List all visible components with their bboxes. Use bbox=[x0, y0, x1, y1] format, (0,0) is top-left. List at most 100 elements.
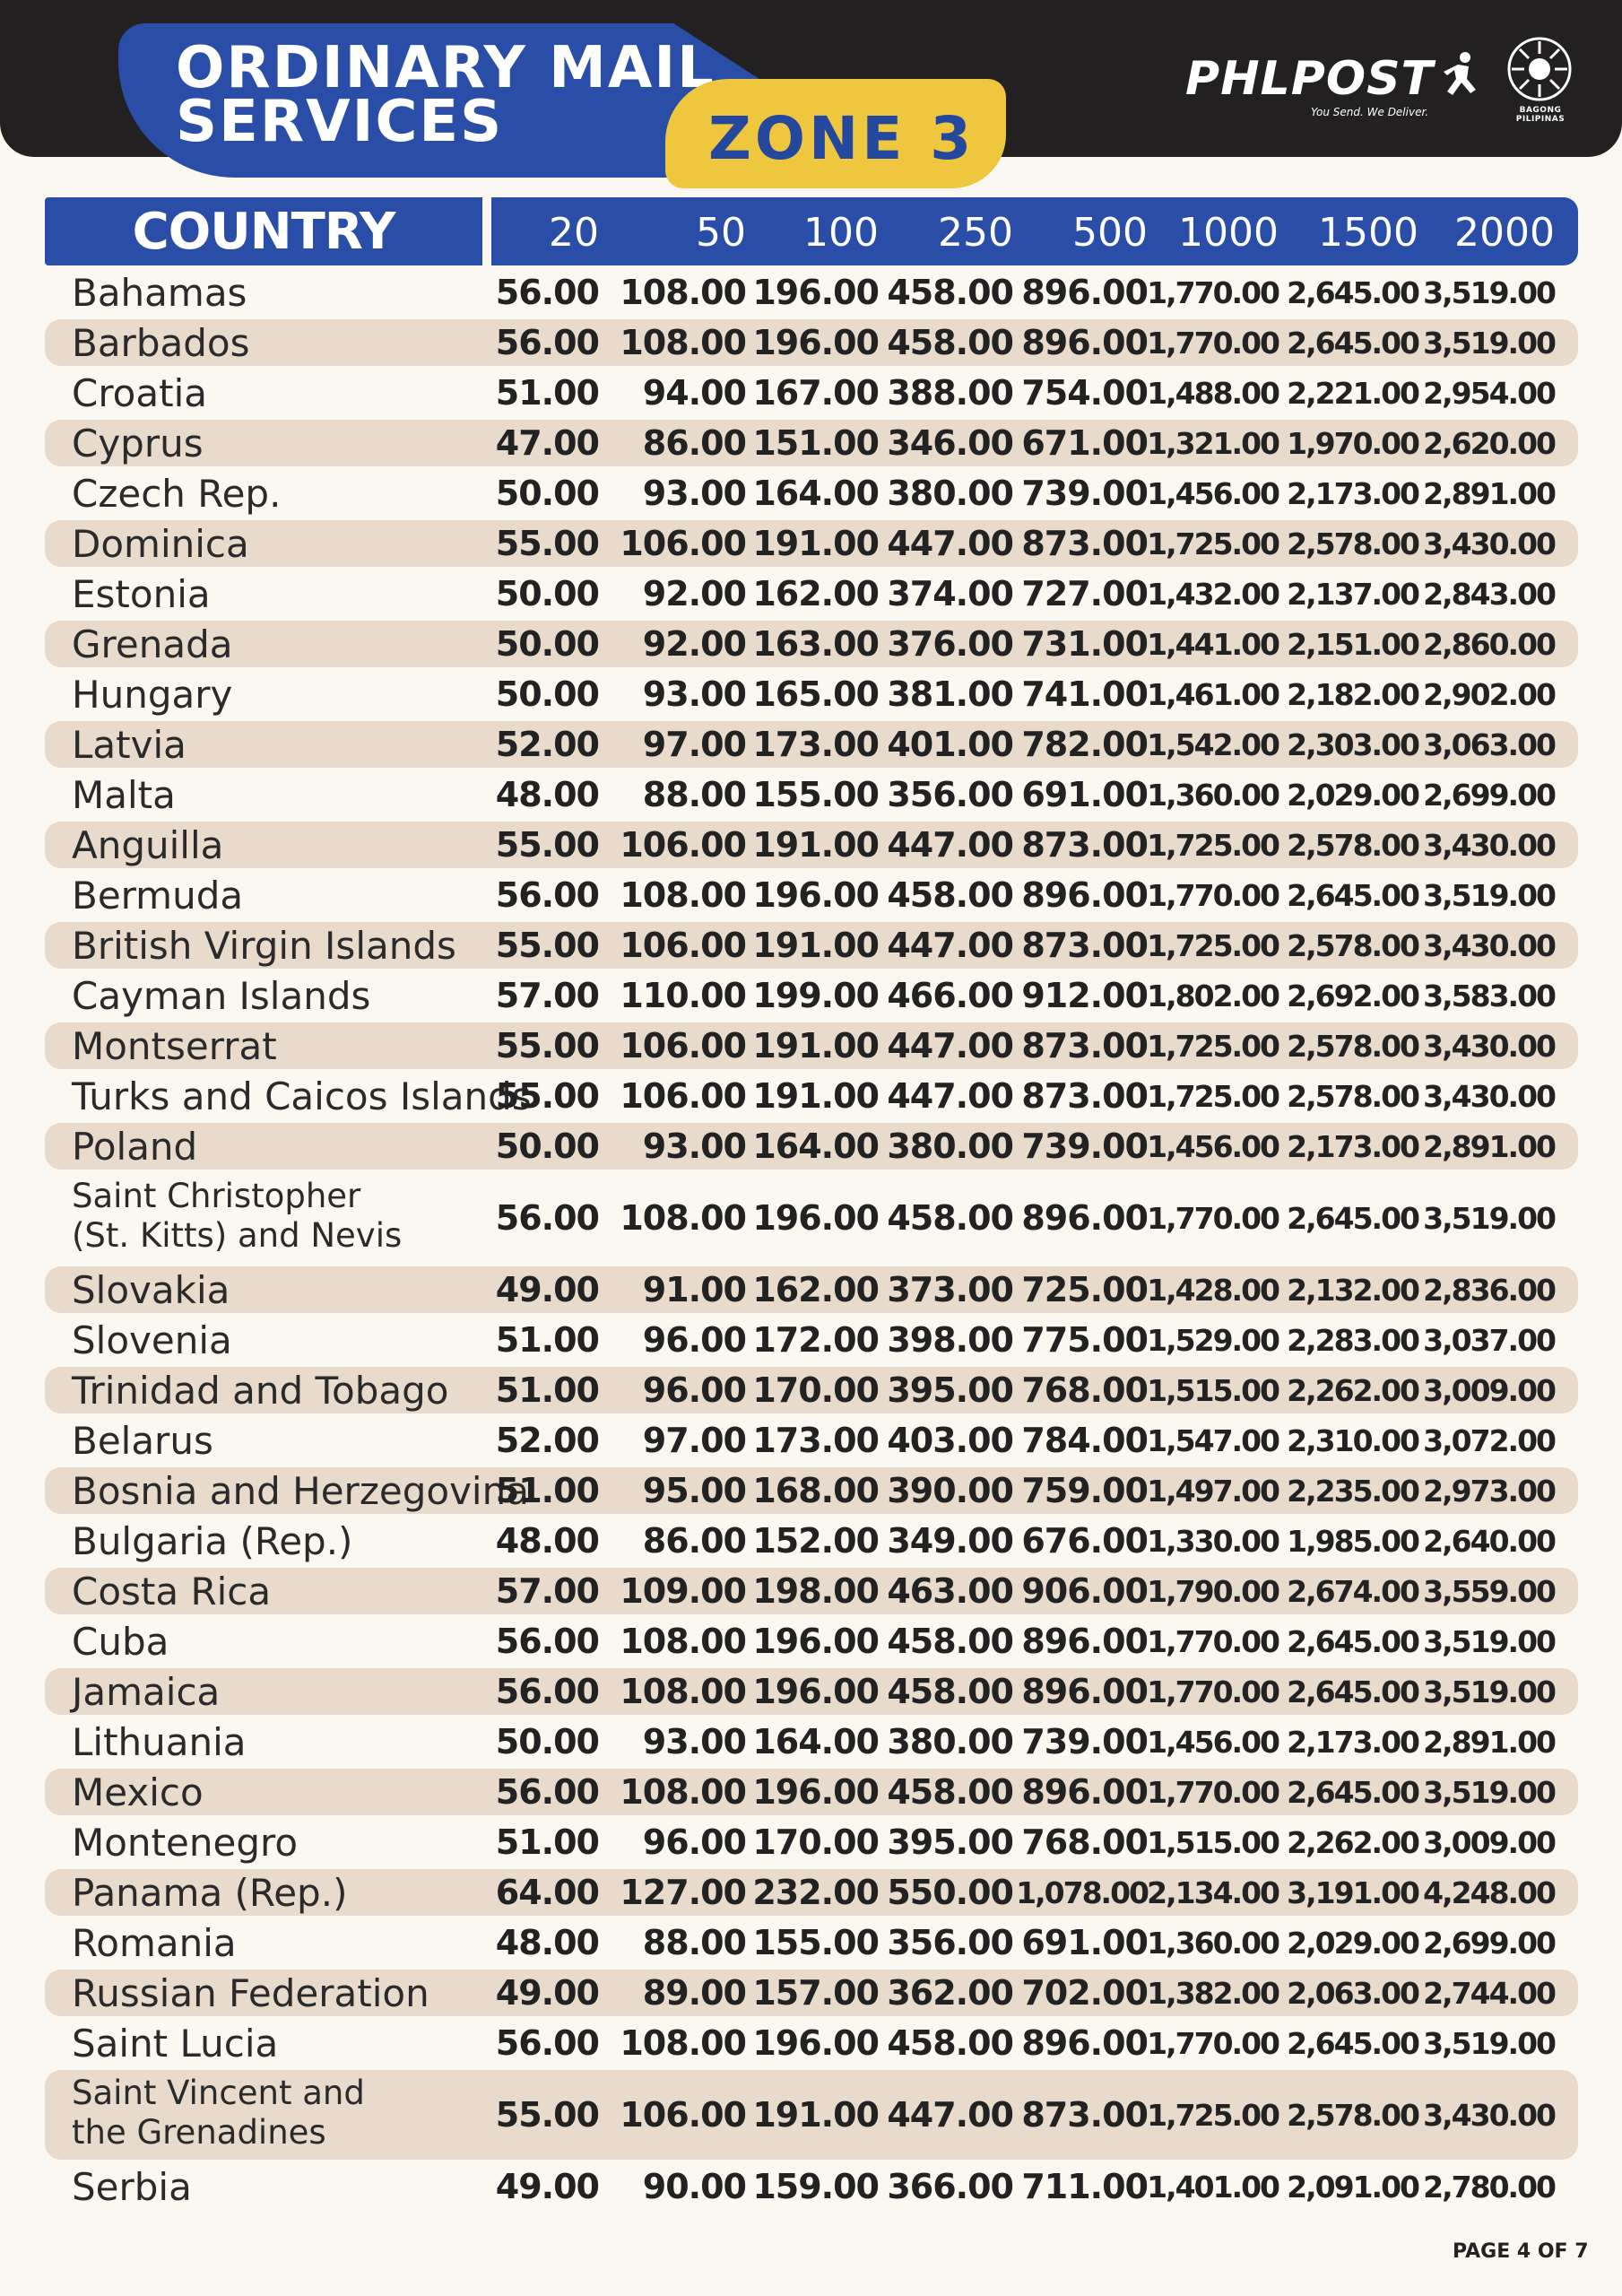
rate-cell: 64.00 bbox=[495, 1873, 600, 1912]
rate-cell: 56.00 bbox=[495, 1622, 600, 1661]
rate-cell: 1,461.00 bbox=[1147, 676, 1280, 712]
rate-cell: 380.00 bbox=[887, 474, 1014, 513]
title-background bbox=[118, 23, 764, 178]
table-row: Bermuda 56.00 108.00 196.00 458.00 896.00 1,77… bbox=[45, 872, 1578, 918]
rate-cell: 196.00 bbox=[752, 2023, 880, 2063]
rate-cell: 3,519.00 bbox=[1423, 1674, 1557, 1709]
country-name: British Virgin Islands bbox=[72, 923, 456, 968]
rate-cell: 110.00 bbox=[620, 976, 747, 1015]
weight-header-1000: 1000 bbox=[1178, 210, 1279, 256]
weight-header-250: 250 bbox=[938, 210, 1013, 256]
rate-cell: 3,063.00 bbox=[1423, 726, 1557, 762]
country-name: Montenegro bbox=[72, 1820, 299, 1865]
rate-cell: 2,645.00 bbox=[1287, 1200, 1420, 1236]
rate-cell: 106.00 bbox=[620, 825, 747, 865]
table-row: Slovakia 49.00 91.00 162.00 373.00 725.00 1,42… bbox=[45, 1266, 1578, 1313]
rate-cell: 2,860.00 bbox=[1423, 626, 1557, 662]
country-name: Serbia bbox=[72, 2164, 192, 2209]
rate-cell: 2,645.00 bbox=[1287, 274, 1420, 310]
rate-cell: 127.00 bbox=[620, 1873, 747, 1912]
rate-cell: 447.00 bbox=[887, 825, 1014, 865]
rate-cell: 2,954.00 bbox=[1423, 375, 1557, 411]
rate-cell: 2,151.00 bbox=[1287, 626, 1420, 662]
rate-cell: 896.00 bbox=[1021, 273, 1149, 312]
rate-cell: 196.00 bbox=[752, 875, 880, 915]
country-name: Russian Federation bbox=[72, 1970, 429, 2015]
rate-cell: 172.00 bbox=[752, 1320, 880, 1360]
rate-cell: 164.00 bbox=[752, 1126, 880, 1166]
table-row: Czech Rep. 50.00 93.00 164.00 380.00 739.00 1,… bbox=[45, 470, 1578, 517]
rate-cell: 92.00 bbox=[642, 574, 747, 613]
rate-cell: 356.00 bbox=[887, 1923, 1014, 1962]
phlpost-logo: PHLPOST bbox=[1185, 52, 1435, 106]
rate-cell: 196.00 bbox=[752, 323, 880, 362]
rate-cell: 739.00 bbox=[1021, 474, 1149, 513]
rate-cell: 196.00 bbox=[752, 1622, 880, 1661]
rate-cell: 3,519.00 bbox=[1423, 274, 1557, 310]
rate-cell: 381.00 bbox=[887, 674, 1014, 714]
table-row: Cayman Islands 57.00 110.00 199.00 466.00 912… bbox=[45, 972, 1578, 1019]
country-name: Saint Christopher (St. Kitts) and Nevis bbox=[72, 1177, 403, 1255]
rate-cell: 1,985.00 bbox=[1287, 1523, 1420, 1559]
page-title: ORDINARY MAIL SERVICES bbox=[176, 35, 716, 155]
rate-cell: 3,191.00 bbox=[1287, 1874, 1420, 1910]
country-name: Dominica bbox=[72, 521, 249, 566]
rate-cell: 2,173.00 bbox=[1287, 1724, 1420, 1760]
rate-cell: 731.00 bbox=[1021, 624, 1149, 664]
rate-cell: 49.00 bbox=[495, 1973, 600, 2013]
rate-cell: 55.00 bbox=[495, 1026, 600, 1065]
table-row: British Virgin Islands 55.00 106.00 191.00 4… bbox=[45, 922, 1578, 969]
table-row: Trinidad and Tobago 51.00 96.00 170.00 395.0… bbox=[45, 1367, 1578, 1413]
rate-cell: 90.00 bbox=[642, 2167, 747, 2206]
rate-cell: 2,063.00 bbox=[1287, 1975, 1420, 2011]
country-name: Barbados bbox=[72, 320, 250, 365]
rate-cell: 896.00 bbox=[1021, 2023, 1149, 2063]
rate-cell: 2,132.00 bbox=[1287, 1272, 1420, 1308]
bagong-pilipinas-seal-icon bbox=[1507, 37, 1572, 101]
rate-cell: 108.00 bbox=[620, 273, 747, 312]
country-name: Saint Lucia bbox=[72, 2021, 279, 2066]
rate-cell: 2,578.00 bbox=[1287, 1078, 1420, 1114]
country-name: Bahamas bbox=[72, 270, 247, 315]
rate-cell: 2,173.00 bbox=[1287, 1128, 1420, 1164]
table-row: Romania 48.00 88.00 155.00 356.00 691.00 1,360… bbox=[45, 1919, 1578, 1966]
rate-cell: 173.00 bbox=[752, 1421, 880, 1460]
rate-cell: 676.00 bbox=[1021, 1521, 1149, 1561]
country-name: Turks and Caicos Islands bbox=[72, 1074, 532, 1118]
rate-cell: 1,547.00 bbox=[1147, 1422, 1280, 1458]
rate-cell: 754.00 bbox=[1021, 373, 1149, 413]
table-row: Latvia 52.00 97.00 173.00 401.00 782.00 1,542.… bbox=[45, 721, 1578, 768]
rate-cell: 1,790.00 bbox=[1147, 1573, 1280, 1609]
rate-cell: 93.00 bbox=[642, 1126, 747, 1166]
table-row: Jamaica 56.00 108.00 196.00 458.00 896.00 1,77… bbox=[45, 1668, 1578, 1715]
rate-cell: 1,441.00 bbox=[1147, 626, 1280, 662]
rate-cell: 1,725.00 bbox=[1147, 827, 1280, 863]
rate-cell: 873.00 bbox=[1021, 524, 1149, 563]
rate-cell: 873.00 bbox=[1021, 2095, 1149, 2135]
rate-cell: 2,780.00 bbox=[1423, 2169, 1557, 2205]
rate-cell: 97.00 bbox=[642, 725, 747, 764]
rate-cell: 3,430.00 bbox=[1423, 1028, 1557, 1064]
rate-cell: 3,583.00 bbox=[1423, 978, 1557, 1013]
rate-cell: 1,515.00 bbox=[1147, 1372, 1280, 1408]
rate-cell: 55.00 bbox=[495, 926, 600, 965]
rate-cell: 395.00 bbox=[887, 1370, 1014, 1410]
rate-cell: 170.00 bbox=[752, 1370, 880, 1410]
rate-cell: 447.00 bbox=[887, 926, 1014, 965]
rate-cell: 108.00 bbox=[620, 323, 747, 362]
rate-cell: 199.00 bbox=[752, 976, 880, 1015]
rate-cell: 93.00 bbox=[642, 1722, 747, 1761]
rate-cell: 108.00 bbox=[620, 875, 747, 915]
rate-cell: 1,770.00 bbox=[1147, 2025, 1280, 2061]
rate-cell: 398.00 bbox=[887, 1320, 1014, 1360]
rate-cell: 2,578.00 bbox=[1287, 1028, 1420, 1064]
rate-cell: 741.00 bbox=[1021, 674, 1149, 714]
rate-cell: 108.00 bbox=[620, 1672, 747, 1711]
rate-cell: 56.00 bbox=[495, 1672, 600, 1711]
rate-cell: 55.00 bbox=[495, 1076, 600, 1116]
rate-cell: 1,802.00 bbox=[1147, 978, 1280, 1013]
rate-cell: 55.00 bbox=[495, 524, 600, 563]
rate-cell: 88.00 bbox=[642, 1923, 747, 1962]
rate-cell: 3,430.00 bbox=[1423, 2097, 1557, 2133]
rate-cell: 403.00 bbox=[887, 1421, 1014, 1460]
